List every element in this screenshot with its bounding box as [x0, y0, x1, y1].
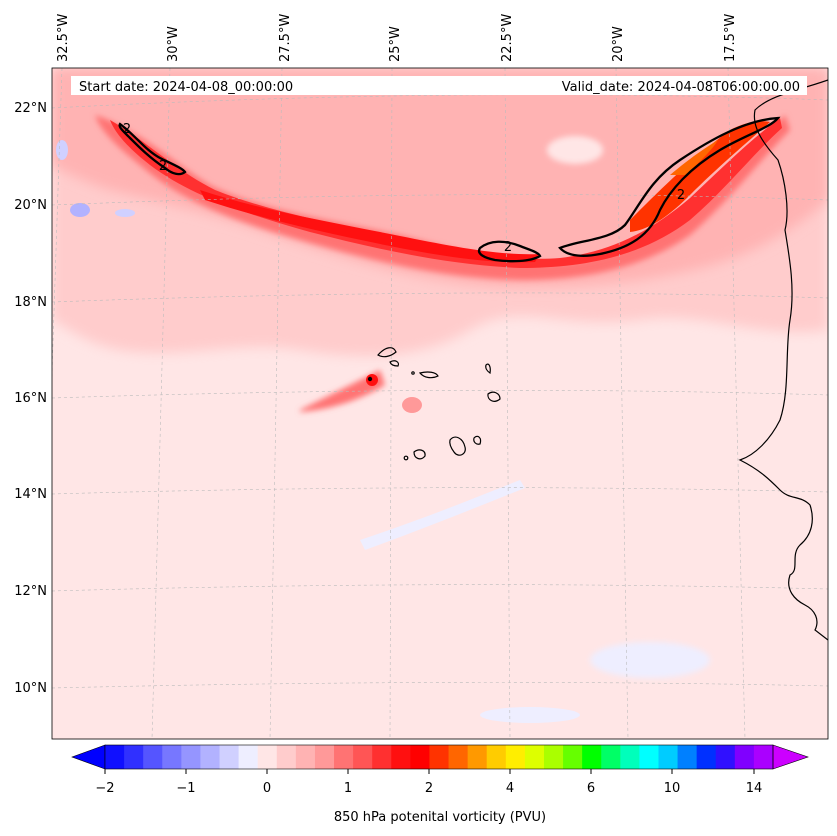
valid-date-label: Valid_date: 2024-04-08T06:00:00.00: [562, 80, 800, 95]
cb-tick-label-4: 2: [425, 781, 433, 796]
colorbar-cell: [658, 745, 679, 769]
colorbar-cell: [543, 745, 564, 769]
colorbar-cell: [582, 745, 602, 769]
colorbar-cell: [391, 745, 411, 769]
colorbar-cell: [486, 745, 507, 769]
lon-label-30w: 30°W: [166, 26, 181, 62]
colorbar-cell: [677, 745, 698, 769]
colorbar-cells: [105, 745, 774, 769]
colorbar-cell: [467, 745, 488, 769]
colorbar-cell: [105, 745, 125, 769]
colorbar-cell: [162, 745, 182, 769]
pv-negative-patch-3: [56, 140, 68, 160]
colorbar-cell: [200, 745, 221, 769]
latitude-labels: 22°N 20°N 18°N 16°N 14°N 12°N 10°N: [14, 101, 47, 696]
pv-negative-patch-4: [590, 642, 710, 678]
colorbar-cell: [639, 745, 659, 769]
colorbar-cell: [505, 745, 526, 769]
pv-negative-patch-5: [480, 707, 580, 723]
longitude-labels: 32.5°W 30°W 27.5°W 25°W 22.5°W 20°W 17.5…: [56, 14, 738, 62]
colorbar-label: 850 hPa potenital vorticity (PVU): [334, 810, 546, 825]
cb-tick-label-6: 6: [587, 781, 595, 796]
colorbar-cell: [353, 745, 373, 769]
pv-negative-streak: [360, 480, 525, 550]
contour-label-2: 2: [159, 159, 167, 174]
contour-label-3: 2: [504, 240, 512, 255]
colorbar-cell: [734, 745, 755, 769]
colorbar-cell: [143, 745, 163, 769]
lat-label-12n: 12°N: [14, 584, 47, 599]
pv-core-east-max: [670, 140, 718, 175]
colorbar-cell: [124, 745, 144, 769]
colorbar-cell: [429, 745, 450, 769]
cb-tick-label-0: −2: [95, 781, 114, 796]
colorbar-cell: [601, 745, 621, 769]
colorbar-extend-high: [772, 744, 809, 770]
map-panel: 2 2 2 2 Start date: 2024-04-08_00:00:00 …: [52, 68, 828, 739]
colorbar-cell: [715, 745, 736, 769]
pv-band-core: [200, 190, 540, 263]
map-frame: [51, 67, 829, 740]
cb-tick-label-1: −1: [176, 781, 195, 796]
cb-tick-label-3: 1: [344, 781, 352, 796]
cb-tick-label-8: 14: [746, 781, 763, 796]
colorbar-ticks: −2 −1 0 1 2 4 6 10 14: [95, 769, 762, 796]
lat-label-14n: 14°N: [14, 487, 47, 502]
pv-field-mid: [52, 68, 828, 288]
colorbar-cell: [372, 745, 392, 769]
title-box: [71, 76, 807, 95]
lat-label-18n: 18°N: [14, 295, 47, 310]
graticule: [52, 68, 828, 739]
pv-2-contours: [118, 116, 781, 263]
pv-negative-patch-1: [70, 203, 90, 217]
contour-label-1: 2: [123, 122, 131, 137]
lat-label-22n: 22°N: [14, 101, 47, 116]
colorbar-cell: [448, 745, 469, 769]
pv-island-max: [366, 374, 378, 386]
lon-label-32-5w: 32.5°W: [56, 14, 71, 62]
lat-label-16n: 16°N: [14, 391, 47, 406]
lon-label-17-5w: 17.5°W: [723, 14, 738, 62]
colorbar-cell: [753, 745, 774, 769]
colorbar-cell: [696, 745, 717, 769]
lat-label-10n: 10°N: [14, 681, 47, 696]
colorbar-cell: [410, 745, 430, 769]
start-date-label: Start date: 2024-04-08_00:00:00: [79, 80, 293, 95]
pv-core-east: [630, 121, 770, 232]
colorbar-cell: [276, 745, 297, 769]
colorbar-cell: [563, 745, 583, 769]
coastline-africa: [738, 79, 828, 641]
colorbar-frame: [104, 744, 774, 770]
colorbar-cell: [334, 745, 354, 769]
colorbar-cell: [620, 745, 640, 769]
lon-label-22-5w: 22.5°W: [500, 14, 515, 62]
lon-label-27-5w: 27.5°W: [278, 14, 293, 62]
pv-light-spot: [547, 136, 603, 164]
lat-label-20n: 20°N: [14, 198, 47, 213]
colorbar-extend-low: [71, 744, 106, 770]
cb-tick-label-5: 4: [506, 781, 514, 796]
pv-negative-patch-2: [115, 209, 135, 217]
colorbar-cell: [295, 745, 316, 769]
contour-label-4: 2: [677, 188, 685, 203]
colorbar-cell: [219, 745, 240, 769]
colorbar-cell: [181, 745, 201, 769]
cape-verde-islands: [377, 347, 501, 461]
colorbar-cell: [524, 745, 545, 769]
colorbar-cell: [314, 745, 335, 769]
colorbar-cell: [257, 745, 278, 769]
lon-label-20w: 20°W: [611, 26, 626, 62]
cb-tick-label-7: 10: [664, 781, 681, 796]
cb-tick-label-2: 0: [263, 781, 271, 796]
pv-island-spot: [402, 397, 422, 413]
pv-island-streak: [300, 370, 385, 412]
pv-2-contour-dot: [367, 376, 373, 382]
colorbar: −2 −1 0 1 2 4 6 10 14 850 hPa potenital …: [71, 744, 809, 825]
lon-label-25w: 25°W: [388, 26, 403, 62]
colorbar-cell: [238, 745, 259, 769]
